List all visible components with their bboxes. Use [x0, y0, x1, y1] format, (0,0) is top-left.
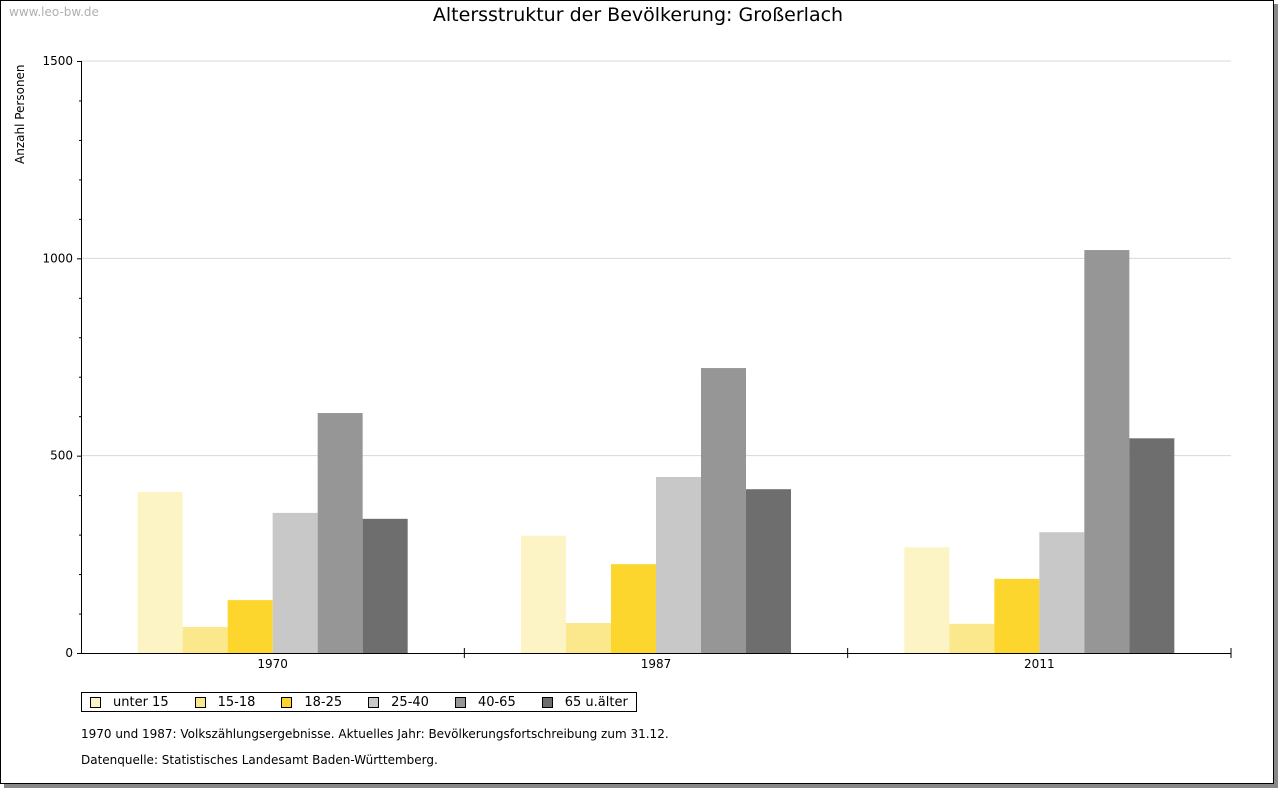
legend-label: 65 u.älter	[564, 694, 628, 710]
legend-label: 40-65	[477, 694, 516, 710]
y-tick-label: 500	[50, 449, 73, 463]
watermark: www.leo-bw.de	[9, 5, 99, 19]
x-tick-label: 1970	[257, 657, 288, 671]
y-tick-label: 1000	[42, 251, 73, 265]
y-tick-label: 1500	[42, 54, 73, 68]
bar	[137, 491, 183, 653]
bar	[1084, 250, 1130, 653]
bar	[746, 489, 791, 653]
legend-item: unter 15	[90, 695, 169, 710]
bar	[1129, 438, 1175, 653]
bar	[362, 518, 408, 653]
legend-label: 25-40	[391, 694, 429, 710]
y-tick-label: 0	[65, 646, 73, 660]
bar	[701, 368, 746, 653]
legend-label: unter 15	[113, 694, 169, 710]
legend-swatch-icon	[194, 696, 206, 708]
bar	[949, 623, 995, 653]
legend-swatch-icon	[281, 696, 293, 708]
bar	[182, 626, 228, 653]
legend-label: 18-25	[304, 694, 343, 710]
bar	[611, 564, 656, 653]
bar	[272, 512, 318, 653]
legend-item: 40-65	[454, 694, 516, 710]
bar	[656, 476, 701, 653]
legend-swatch-icon	[368, 696, 380, 708]
bar	[566, 623, 611, 653]
bar	[1039, 532, 1085, 653]
footnote-census: 1970 und 1987: Volkszählungsergebnisse. …	[81, 727, 669, 741]
bar	[521, 535, 566, 653]
x-tick-label: 1987	[641, 657, 672, 671]
x-tick-label: 2011	[1024, 657, 1055, 671]
legend-item: 15-18	[194, 694, 256, 710]
legend-swatch-icon	[454, 696, 466, 708]
bar-chart: 0 500 1000 1500 1970 1987 2011	[42, 54, 1232, 671]
chart-title: Altersstruktur der Bevölkerung: Großerla…	[432, 4, 844, 26]
bar	[994, 578, 1040, 653]
legend-swatch-icon	[90, 696, 101, 708]
legend-item: 25-40	[368, 695, 429, 710]
legend-swatch-icon	[541, 696, 553, 708]
legend: unter 15 15-18 18-25 25-40 40-65 65 u.äl…	[81, 692, 637, 712]
footnote-source: Datenquelle: Statistisches Landesamt Bad…	[81, 753, 438, 767]
bar	[317, 413, 363, 653]
bar	[904, 547, 950, 653]
legend-item: 18-25	[281, 695, 342, 710]
legend-label: 15-18	[217, 694, 256, 710]
bar	[227, 600, 273, 653]
legend-item: 65 u.älter	[541, 694, 628, 710]
